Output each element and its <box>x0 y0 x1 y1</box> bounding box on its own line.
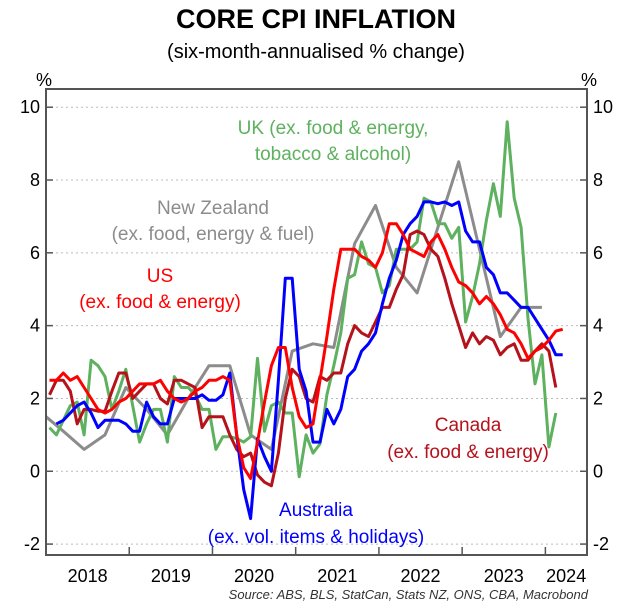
y-tick-label-left: 2 <box>30 388 40 408</box>
series-label-uk: tobacco & alcohol) <box>255 144 411 165</box>
series-label-australia: (ex. vol. items & holidays) <box>208 527 424 548</box>
y-tick-label-right: 10 <box>593 97 613 117</box>
x-tick-label: 2019 <box>151 566 191 586</box>
x-tick-label: 2022 <box>401 566 441 586</box>
y-tick-label-left: -2 <box>24 534 40 554</box>
y-axis-unit-right: % <box>581 70 597 90</box>
series-label-us: (ex. food & energy) <box>79 292 241 313</box>
y-axis-unit-left: % <box>36 70 52 90</box>
y-tick-label-right: 8 <box>593 170 603 190</box>
series-line-canada <box>48 229 558 488</box>
x-tick-label: 2020 <box>234 566 274 586</box>
series-label-new-zealand: New Zealand <box>157 198 269 219</box>
series-label-new-zealand: (ex. food, energy & fuel) <box>112 224 315 245</box>
y-tick-label-left: 8 <box>30 170 40 190</box>
plot-frame <box>45 88 588 556</box>
series-line-australia <box>55 200 563 521</box>
y-tick-label-right: 6 <box>593 243 603 263</box>
y-tick-label-right: -2 <box>593 534 609 554</box>
chart-subtitle: (six-month-annualised % change) <box>167 41 465 63</box>
y-tick-label-left: 0 <box>30 461 40 481</box>
y-tick-label-right: 0 <box>593 461 603 481</box>
x-tick-label: 2018 <box>68 566 108 586</box>
series-line-us <box>49 222 564 480</box>
chart-title: CORE CPI INFLATION <box>176 4 456 34</box>
y-tick-label-right: 2 <box>593 388 603 408</box>
x-tick-label: 2023 <box>484 566 524 586</box>
y-tick-label-right: 4 <box>593 316 603 336</box>
series-label-canada: Canada <box>435 415 502 436</box>
series-label-canada: (ex. food & energy) <box>387 442 549 463</box>
series-line-uk <box>48 120 558 479</box>
series-label-australia: Australia <box>279 500 353 521</box>
x-tick-label: 2024 <box>546 566 586 586</box>
series-label-us: US <box>147 266 173 287</box>
x-tick-label: 2021 <box>317 566 357 586</box>
y-tick-label-left: 6 <box>30 243 40 263</box>
series-line-new-zealand <box>45 160 542 451</box>
source-note: Source: ABS, BLS, StatCan, Stats NZ, ONS… <box>229 587 589 602</box>
series-label-uk: UK (ex. food & energy, <box>238 118 429 139</box>
y-tick-label-left: 4 <box>30 316 40 336</box>
y-tick-label-left: 10 <box>20 97 40 117</box>
